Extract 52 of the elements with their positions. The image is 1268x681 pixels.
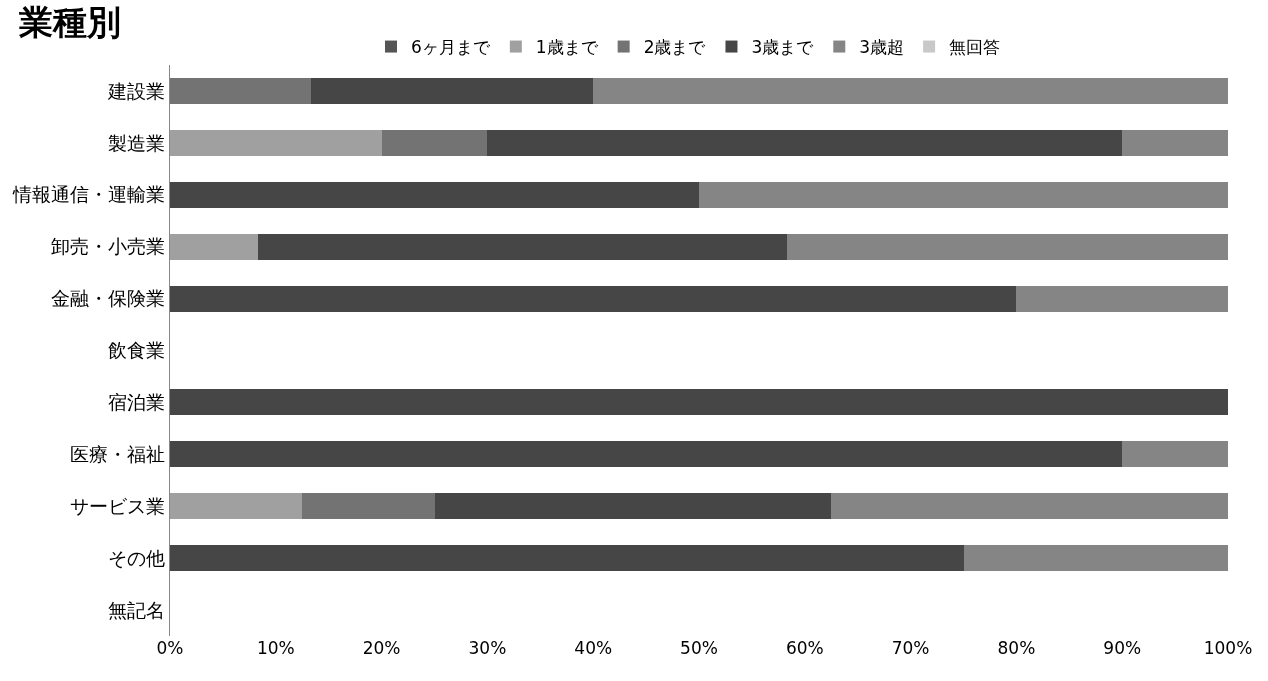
- x-tick-label: 100%: [1203, 638, 1253, 658]
- bar: [170, 233, 258, 260]
- bar: [1122, 129, 1228, 156]
- legend-label: 6ヶ月まで: [411, 37, 491, 58]
- chart-title: 業種別: [18, 2, 122, 43]
- y-tick-label: 宿泊業: [108, 391, 166, 414]
- x-tick-label: 10%: [256, 638, 295, 658]
- bar: [302, 493, 435, 520]
- bar: [1122, 441, 1228, 468]
- bar: [170, 441, 1123, 468]
- bar: [963, 545, 1228, 572]
- legend-label: 3歳まで: [751, 37, 815, 58]
- bar: [831, 493, 1228, 520]
- y-tick-label: 卸売・小売業: [51, 235, 166, 258]
- bar: [487, 129, 1123, 156]
- bar: [310, 77, 594, 104]
- y-tick-label: 金融・保険業: [51, 287, 166, 310]
- y-tick-label: 建設業: [107, 79, 166, 102]
- bar: [434, 493, 832, 520]
- legend-label: 3歳超: [859, 37, 905, 58]
- x-tick-label: 40%: [574, 638, 613, 658]
- bar: [257, 233, 787, 260]
- bar: [170, 77, 311, 104]
- bar: [170, 493, 303, 520]
- legend-label: 2歳まで: [643, 37, 707, 58]
- legend-label: 無回答: [949, 37, 1001, 58]
- x-tick-label: 90%: [1103, 638, 1142, 658]
- bar: [699, 181, 1228, 208]
- bar: [1016, 285, 1228, 312]
- x-tick-label: 80%: [997, 638, 1036, 658]
- bar: [170, 181, 699, 208]
- y-tick-label: 製造業: [108, 131, 166, 154]
- bar: [170, 389, 1228, 416]
- bar: [170, 129, 382, 156]
- x-tick-label: 0%: [156, 638, 184, 658]
- y-tick-label: サービス業: [70, 494, 166, 517]
- legend-label: 1歳まで: [535, 37, 599, 58]
- bar: [170, 285, 1017, 312]
- x-tick-label: 30%: [468, 638, 507, 658]
- bar: [170, 545, 964, 572]
- x-tick-label: 50%: [680, 638, 718, 658]
- x-tick-label: 70%: [891, 638, 930, 658]
- x-tick-label: 20%: [362, 638, 401, 658]
- y-tick-label: 医療・福祉: [70, 442, 166, 465]
- y-tick-label: 無記名: [108, 598, 166, 621]
- bar: [381, 129, 488, 156]
- x-tick-label: 60%: [785, 638, 824, 658]
- y-tick-label: 情報通信・運輸業: [12, 183, 166, 206]
- y-tick-label: 飲食業: [108, 339, 166, 362]
- bar: [786, 233, 1228, 260]
- bar: [593, 77, 1228, 104]
- y-tick-label: その他: [108, 546, 166, 569]
